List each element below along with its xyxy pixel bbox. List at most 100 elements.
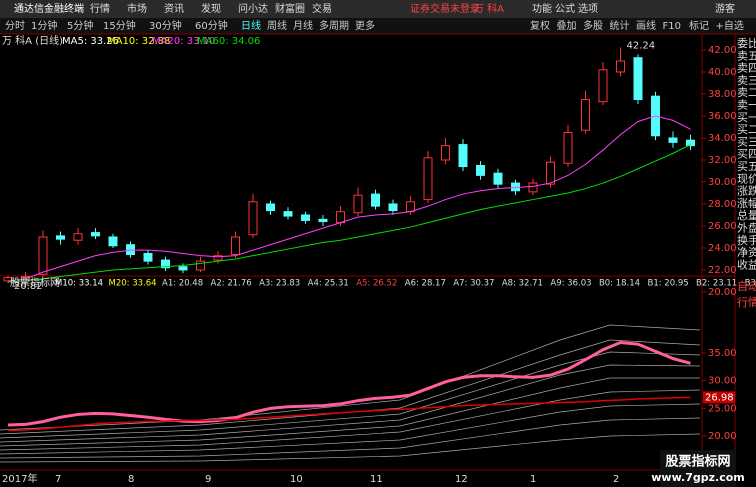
menu-item[interactable]: 行情	[90, 2, 110, 15]
y-tick-label: 32.00	[708, 155, 737, 166]
menu-item[interactable]: 公式	[555, 2, 575, 15]
candle-body	[213, 255, 223, 261]
menu-item[interactable]: 选项	[578, 2, 598, 15]
candle-body	[476, 164, 485, 176]
menu-item[interactable]: 发现	[201, 2, 221, 15]
y-tick-label: 24.00	[708, 243, 737, 254]
x-tick-label: 1	[530, 474, 536, 485]
sidebar-item: 买一	[737, 111, 756, 124]
indicator-label: B2: 23.11	[696, 279, 737, 289]
candle-body	[108, 236, 118, 247]
y-tick-label: 28.00	[708, 199, 737, 210]
candle-body	[318, 218, 328, 223]
tool-button[interactable]: 叠加	[557, 20, 577, 32]
period-tab[interactable]: 月线	[293, 19, 313, 32]
user: 游客	[715, 2, 735, 15]
sidebar-item: 买三	[737, 135, 756, 148]
menu-item[interactable]: 市场	[127, 2, 147, 15]
tool-button[interactable]: 多股	[583, 19, 603, 32]
sidebar-item: 卖三	[737, 74, 756, 87]
tool-button[interactable]: +自选	[716, 19, 744, 32]
candle-body	[371, 193, 380, 207]
menu-item[interactable]: 问小达	[238, 2, 268, 15]
sidebar-item: 现价	[737, 172, 756, 185]
y-tick-label: 42.00	[708, 45, 737, 56]
period-tab[interactable]: 分时	[5, 20, 25, 32]
y-tick-label: 20.00	[708, 287, 737, 298]
candle-body	[598, 69, 608, 103]
sidebar-item: 收益	[737, 257, 756, 271]
y-tick-label: 25.00	[708, 403, 737, 414]
period-tab[interactable]: 更多	[355, 19, 375, 32]
menu-item[interactable]: 交易	[312, 2, 332, 15]
candle-body	[126, 244, 135, 256]
x-tick-label: 9	[205, 474, 211, 485]
sidebar-item: 买二	[737, 123, 756, 136]
tool-button[interactable]: 复权	[530, 19, 550, 32]
candle-body	[563, 131, 573, 164]
menu-item[interactable]: 资讯	[164, 3, 184, 15]
m10-line	[7, 340, 691, 427]
x-tick-label: 12	[455, 474, 468, 485]
period-tab[interactable]: 15分钟	[103, 19, 136, 32]
period-tab[interactable]: 5分钟	[67, 19, 93, 32]
y-tick-label: 36.00	[708, 111, 737, 122]
period-tab[interactable]: 日线	[241, 19, 261, 32]
tool-button[interactable]: 画线	[636, 19, 656, 32]
tool-button[interactable]: 统计	[610, 19, 630, 32]
candle-body	[616, 60, 625, 73]
indicator-label: B3: 24.80	[745, 279, 756, 289]
candle-body	[56, 235, 65, 240]
high-annotation: 42.24	[627, 40, 656, 51]
ma-label: MA60: 34.06	[197, 36, 260, 47]
sidebar-item: 买四	[737, 148, 756, 161]
period-tab[interactable]: 30分钟	[149, 19, 182, 32]
sidebar-item: 卖五	[737, 49, 756, 62]
sidebar-item: 涨幅	[737, 197, 756, 210]
fan-line	[0, 433, 701, 463]
candle-body	[38, 236, 48, 275]
y-tick-label: 40.00	[708, 67, 737, 78]
candle-body	[178, 266, 188, 271]
candle-body	[406, 201, 415, 213]
ma20-line	[7, 115, 691, 282]
indicator-label: A8: 32.71	[502, 279, 543, 289]
sidebar-button[interactable]: 自动	[737, 280, 756, 293]
sidebar-item: 卖一	[737, 99, 756, 112]
tool-button[interactable]: F10	[663, 21, 681, 32]
candle-body	[283, 211, 293, 217]
y-tick-label: 20.00	[708, 431, 737, 442]
y-tick-label: 30.00	[708, 177, 737, 188]
period-tab[interactable]: 周线	[267, 19, 287, 32]
login-status: 证券交易未登录	[410, 2, 480, 15]
watermark-box	[660, 450, 736, 487]
y-tick-label: 38.00	[708, 89, 737, 100]
ma-label: MA20: 33.10	[152, 36, 215, 47]
period-tab[interactable]: 60分钟	[195, 19, 228, 32]
fan-line	[0, 339, 701, 435]
indicator-label: M10: 33.14	[55, 279, 103, 289]
x-tick-label: 2	[613, 474, 619, 485]
period-tab[interactable]: 多周期	[319, 19, 349, 32]
period-tab[interactable]: 1分钟	[31, 19, 57, 32]
menu-item[interactable]: 财富圈	[275, 2, 305, 15]
menu-item[interactable]: 功能	[532, 2, 552, 15]
candle-body	[301, 214, 310, 221]
watermark-title: 股票指标网	[665, 454, 730, 470]
x-tick-label: 11	[370, 474, 383, 485]
last-value-box	[703, 391, 735, 404]
low-annotation: 20.82	[14, 281, 43, 292]
tool-button[interactable]: 标记	[689, 20, 709, 32]
indicator-label: A3: 23.83	[259, 279, 300, 289]
indicator-label: A9: 36.03	[550, 279, 591, 289]
stock-title: 万 科A (日线)	[2, 34, 63, 47]
sidebar-item: 买五	[737, 160, 756, 173]
candle-body	[528, 182, 538, 193]
sidebar-item: 卖四	[737, 62, 756, 75]
sidebar-item: 委比	[737, 37, 756, 50]
ma-label: MA10: 32.88	[107, 36, 170, 47]
sidebar-button[interactable]: 行情	[737, 296, 756, 309]
candle-body	[581, 98, 590, 131]
